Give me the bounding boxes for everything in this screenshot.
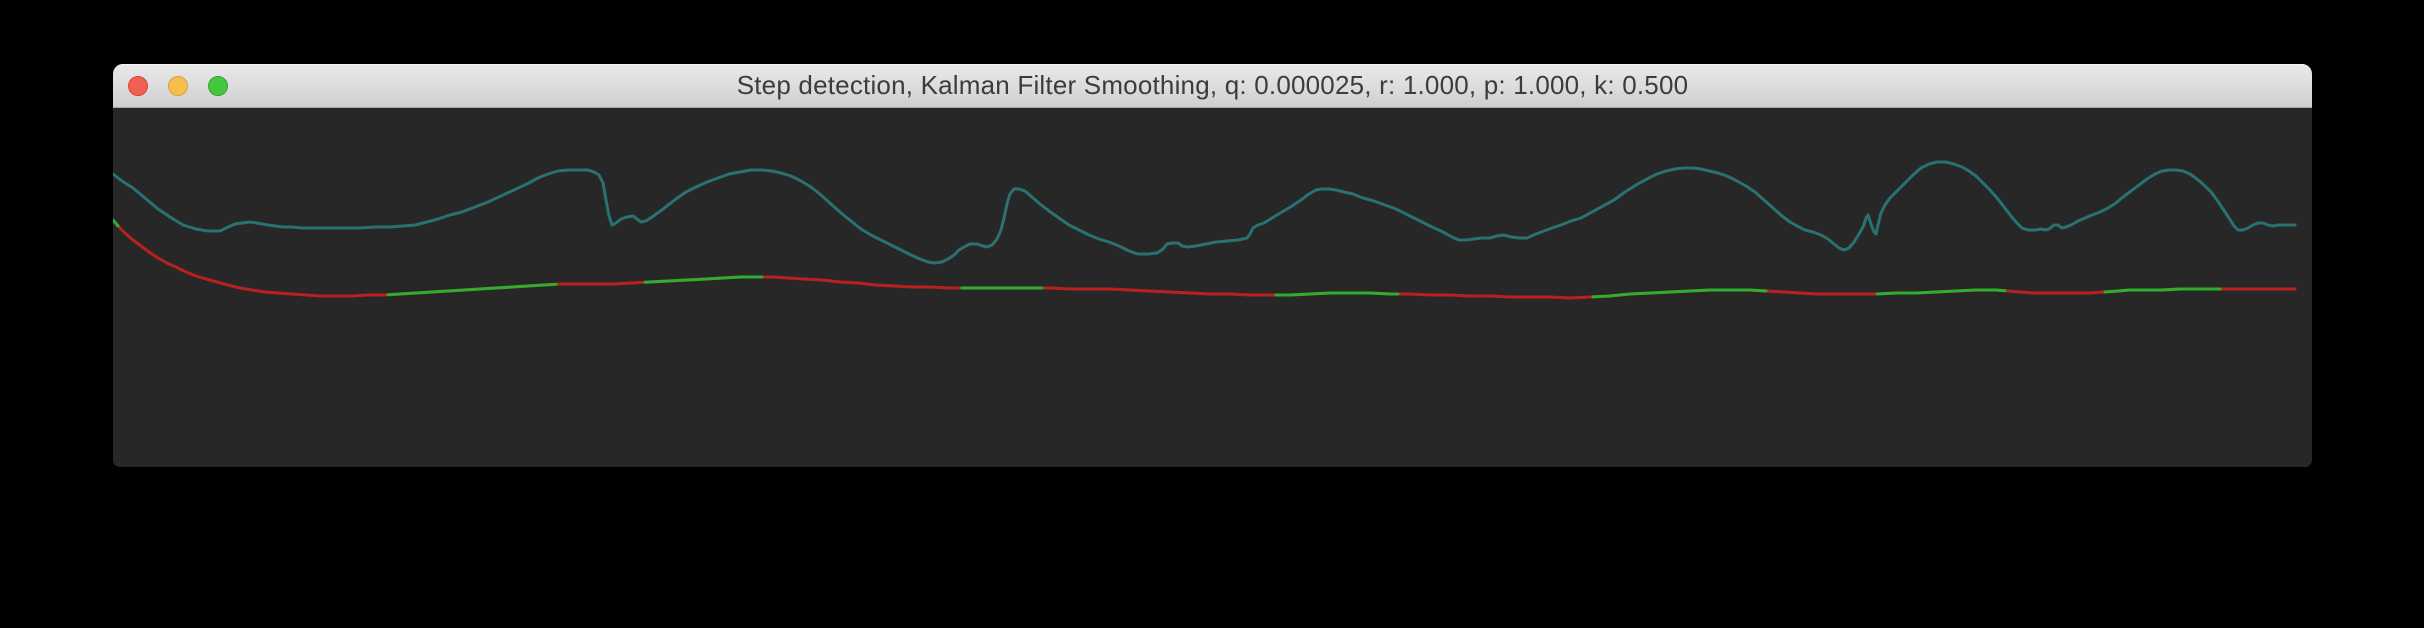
window-controls: [128, 64, 228, 107]
step-detected-segment: [1591, 288, 1768, 299]
step-detected-segment: [643, 275, 764, 284]
step-detected-segment: [1875, 288, 2007, 296]
chart-canvas: [113, 160, 2297, 300]
window-titlebar[interactable]: Step detection, Kalman Filter Smoothing,…: [113, 64, 2312, 108]
window-title: Step detection, Kalman Filter Smoothing,…: [736, 70, 1689, 100]
step-detected-segment: [113, 218, 120, 228]
step-detected-segment: [386, 282, 558, 297]
zoom-button[interactable]: [208, 75, 228, 96]
step-detected-segment: [2103, 287, 2222, 294]
close-button[interactable]: [128, 75, 148, 96]
raw-signal-line: [113, 160, 2297, 265]
minimize-button[interactable]: [168, 75, 188, 96]
step-detected-segment: [1274, 291, 1400, 297]
plot-area: [113, 108, 2312, 467]
kalman-smoothed-line: [113, 218, 2297, 300]
app-window: Step detection, Kalman Filter Smoothing,…: [113, 64, 2312, 467]
